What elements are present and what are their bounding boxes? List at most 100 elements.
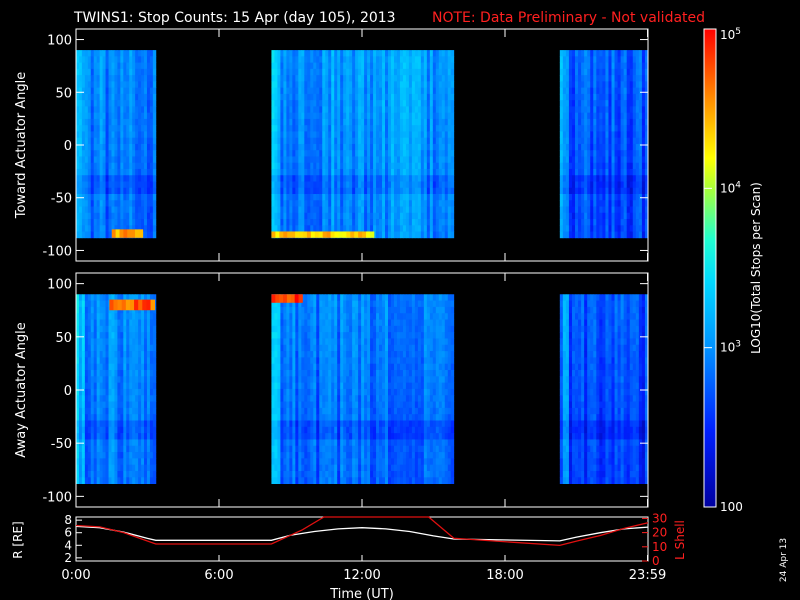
heatmap-cell [120, 187, 124, 195]
heatmap-cell [84, 344, 89, 352]
heatmap-cell [76, 100, 80, 107]
heatmap-cell [399, 81, 404, 89]
heatmap-cell [435, 56, 440, 64]
heatmap-cell [635, 93, 640, 101]
heatmap-cell [114, 137, 118, 145]
heatmap-cell [322, 75, 326, 82]
heatmap-cell [641, 75, 646, 82]
heatmap-cell [132, 376, 136, 384]
heatmap-cell [99, 401, 104, 409]
heatmap-cell [390, 181, 395, 189]
heatmap-cell [135, 306, 139, 314]
heatmap-cell [84, 112, 89, 120]
heatmap-cell [364, 62, 368, 70]
heatmap-cell [358, 225, 362, 232]
heatmap-cell [126, 433, 130, 440]
heatmap-cell [316, 306, 320, 314]
heatmap-cell [346, 143, 350, 151]
heatmap-cell [316, 75, 320, 82]
heatmap-cell [144, 50, 148, 57]
heatmap-cell [390, 150, 395, 157]
heatmap-cell [105, 137, 109, 145]
heatmap-cell [444, 187, 449, 195]
heatmap-cell [367, 100, 371, 107]
heatmap-cell [605, 187, 609, 195]
heatmap-cell [632, 131, 637, 139]
heatmap-cell [390, 75, 395, 82]
heatmap-cell [102, 357, 106, 365]
heatmap-cell [420, 156, 425, 164]
heatmap-cell [87, 100, 92, 107]
heatmap-cell [292, 175, 296, 182]
heatmap-cell [292, 325, 296, 333]
heatmap-cell [146, 125, 151, 132]
heatmap-cell [292, 401, 296, 409]
heatmap-cell [129, 414, 133, 421]
heatmap-cell [565, 50, 570, 57]
heatmap-cell [146, 143, 151, 151]
heatmap-cell [313, 363, 317, 371]
heatmap-cell [349, 62, 353, 70]
heatmap-cell [105, 344, 109, 352]
heatmap-cell [298, 75, 302, 82]
heatmap-cell [295, 439, 299, 447]
heatmap-cell [596, 62, 600, 70]
heatmap-cell [274, 137, 278, 145]
heatmap-cell [614, 131, 618, 139]
heatmap-cell [331, 325, 335, 333]
heatmap-cell [310, 357, 314, 365]
heatmap-cell [78, 156, 83, 164]
heatmap-cell [319, 100, 323, 107]
heatmap-cell [313, 181, 317, 189]
heatmap-cell [438, 175, 443, 182]
heatmap-cell [280, 313, 284, 320]
heatmap-cell [138, 319, 142, 327]
heatmap-cell [81, 225, 86, 232]
heatmap-cell [274, 477, 278, 484]
heatmap-cell [310, 319, 314, 327]
heatmap-cell [304, 420, 308, 428]
heatmap-cell [138, 200, 142, 207]
heatmap-cell [367, 112, 371, 120]
heatmap-cell [126, 338, 130, 346]
heatmap-cell [414, 75, 419, 82]
heatmap-cell [626, 200, 631, 207]
heatmap-cell [152, 219, 157, 226]
heatmap-cell [102, 363, 106, 371]
heatmap-cell [313, 131, 317, 139]
heatmap-cell [611, 118, 615, 126]
heatmap-cell [146, 56, 151, 64]
heatmap-cell [108, 225, 112, 232]
heatmap-cell [84, 156, 89, 164]
heatmap-cell [575, 137, 579, 145]
heatmap-cell [605, 87, 609, 95]
heatmap-cell [141, 181, 145, 189]
heatmap-cell [149, 458, 154, 466]
heatmap-cell [441, 87, 446, 95]
heatmap-cell [596, 112, 600, 120]
heatmap-cell [99, 452, 104, 459]
heatmap-cell [361, 187, 365, 195]
heatmap-cell [289, 181, 293, 189]
heatmap-cell [76, 458, 80, 466]
heatmap-cell [325, 464, 329, 472]
heatmap-cell [313, 338, 317, 346]
heatmap-cell [390, 212, 395, 220]
heatmap-cell [420, 100, 425, 107]
heatmap-cell [99, 470, 104, 478]
heatmap-cell [144, 382, 148, 390]
heatmap-cell [641, 168, 646, 176]
heatmap-cell [81, 131, 86, 139]
heatmap-cell [337, 50, 341, 57]
heatmap-cell [346, 50, 350, 57]
heatmap-cell [399, 93, 404, 101]
heatmap-cell [304, 325, 308, 333]
heatmap-cell [373, 56, 377, 64]
heatmap-cell [301, 181, 305, 189]
heatmap-cell [149, 87, 154, 95]
heatmap-cell [144, 68, 148, 76]
heatmap-cell [286, 125, 290, 132]
heatmap-cell [435, 137, 440, 145]
heatmap-cell [438, 194, 443, 201]
heatmap-cell [402, 206, 407, 214]
